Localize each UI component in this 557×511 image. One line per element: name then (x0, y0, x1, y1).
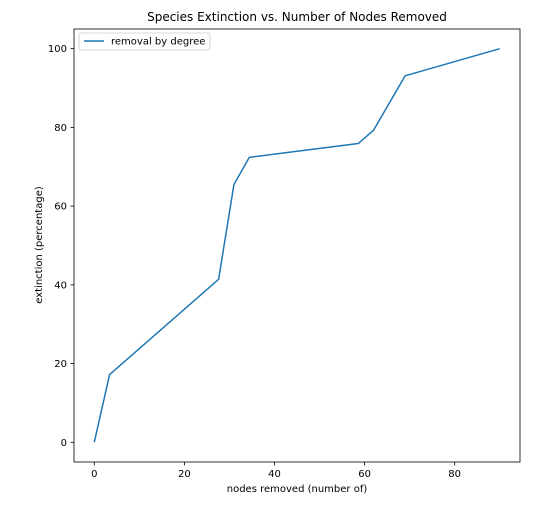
x-axis-label: nodes removed (number of) (227, 484, 368, 495)
y-axis-label: extinction (percentage) (34, 186, 45, 304)
x-tick-label: 20 (178, 469, 191, 480)
legend: removal by degree (79, 33, 210, 50)
x-tick-label: 80 (448, 469, 461, 480)
y-tick-label: 0 (61, 438, 67, 449)
y-tick-label: 60 (54, 202, 67, 213)
y-tick-label: 100 (48, 44, 67, 55)
y-tick-label: 40 (54, 280, 67, 291)
x-tick-label: 60 (358, 469, 371, 480)
x-tick-label: 0 (91, 469, 97, 480)
y-tick-label: 80 (54, 123, 67, 134)
y-tick-label: 20 (54, 359, 67, 370)
legend-label-removal-by-degree: removal by degree (111, 37, 205, 48)
chart-title: Species Extinction vs. Number of Nodes R… (147, 10, 447, 24)
plot-area (74, 29, 520, 462)
x-tick-label: 40 (268, 469, 281, 480)
